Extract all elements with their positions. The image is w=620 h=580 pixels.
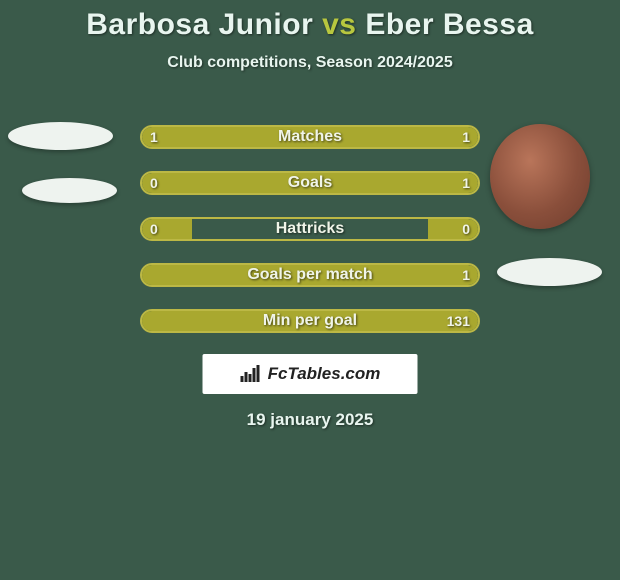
bar-row-min-per-goal: Min per goal 131 xyxy=(140,309,480,333)
page-title: Barbosa Junior vs Eber Bessa xyxy=(0,0,620,42)
bars-icon xyxy=(240,365,262,383)
bar-right-fill xyxy=(310,127,478,147)
bar-track xyxy=(140,263,480,287)
title-player2: Eber Bessa xyxy=(365,8,533,41)
player1-oval-bottom xyxy=(22,178,117,203)
bar-right-fill xyxy=(428,219,478,239)
bar-track xyxy=(140,125,480,149)
subtitle: Club competitions, Season 2024/2025 xyxy=(0,54,620,72)
bar-row-goals: 0 Goals 1 xyxy=(140,171,480,195)
bar-track xyxy=(140,309,480,333)
bar-right-fill xyxy=(209,173,478,193)
brand-box: FcTables.com xyxy=(203,354,418,394)
title-player1: Barbosa Junior xyxy=(86,8,313,41)
comparison-bars: 1 Matches 1 0 Goals 1 0 Hattricks 0 xyxy=(140,125,480,355)
bar-row-hattricks: 0 Hattricks 0 xyxy=(140,217,480,241)
bar-row-goals-per-match: Goals per match 1 xyxy=(140,263,480,287)
player2-oval xyxy=(497,258,602,286)
bar-left-fill xyxy=(142,127,310,147)
player2-photo xyxy=(490,124,590,229)
bar-track xyxy=(140,171,480,195)
bar-left-fill xyxy=(142,173,209,193)
bar-left-fill xyxy=(142,219,192,239)
bar-right-fill xyxy=(142,311,478,331)
stage: Barbosa Junior vs Eber Bessa Club compet… xyxy=(0,0,620,580)
bar-right-fill xyxy=(142,265,478,285)
title-vs: vs xyxy=(322,8,356,41)
player1-oval-top xyxy=(8,122,113,150)
bar-track xyxy=(140,217,480,241)
bar-row-matches: 1 Matches 1 xyxy=(140,125,480,149)
brand-text: FcTables.com xyxy=(268,364,381,384)
date-text: 19 january 2025 xyxy=(0,410,620,430)
